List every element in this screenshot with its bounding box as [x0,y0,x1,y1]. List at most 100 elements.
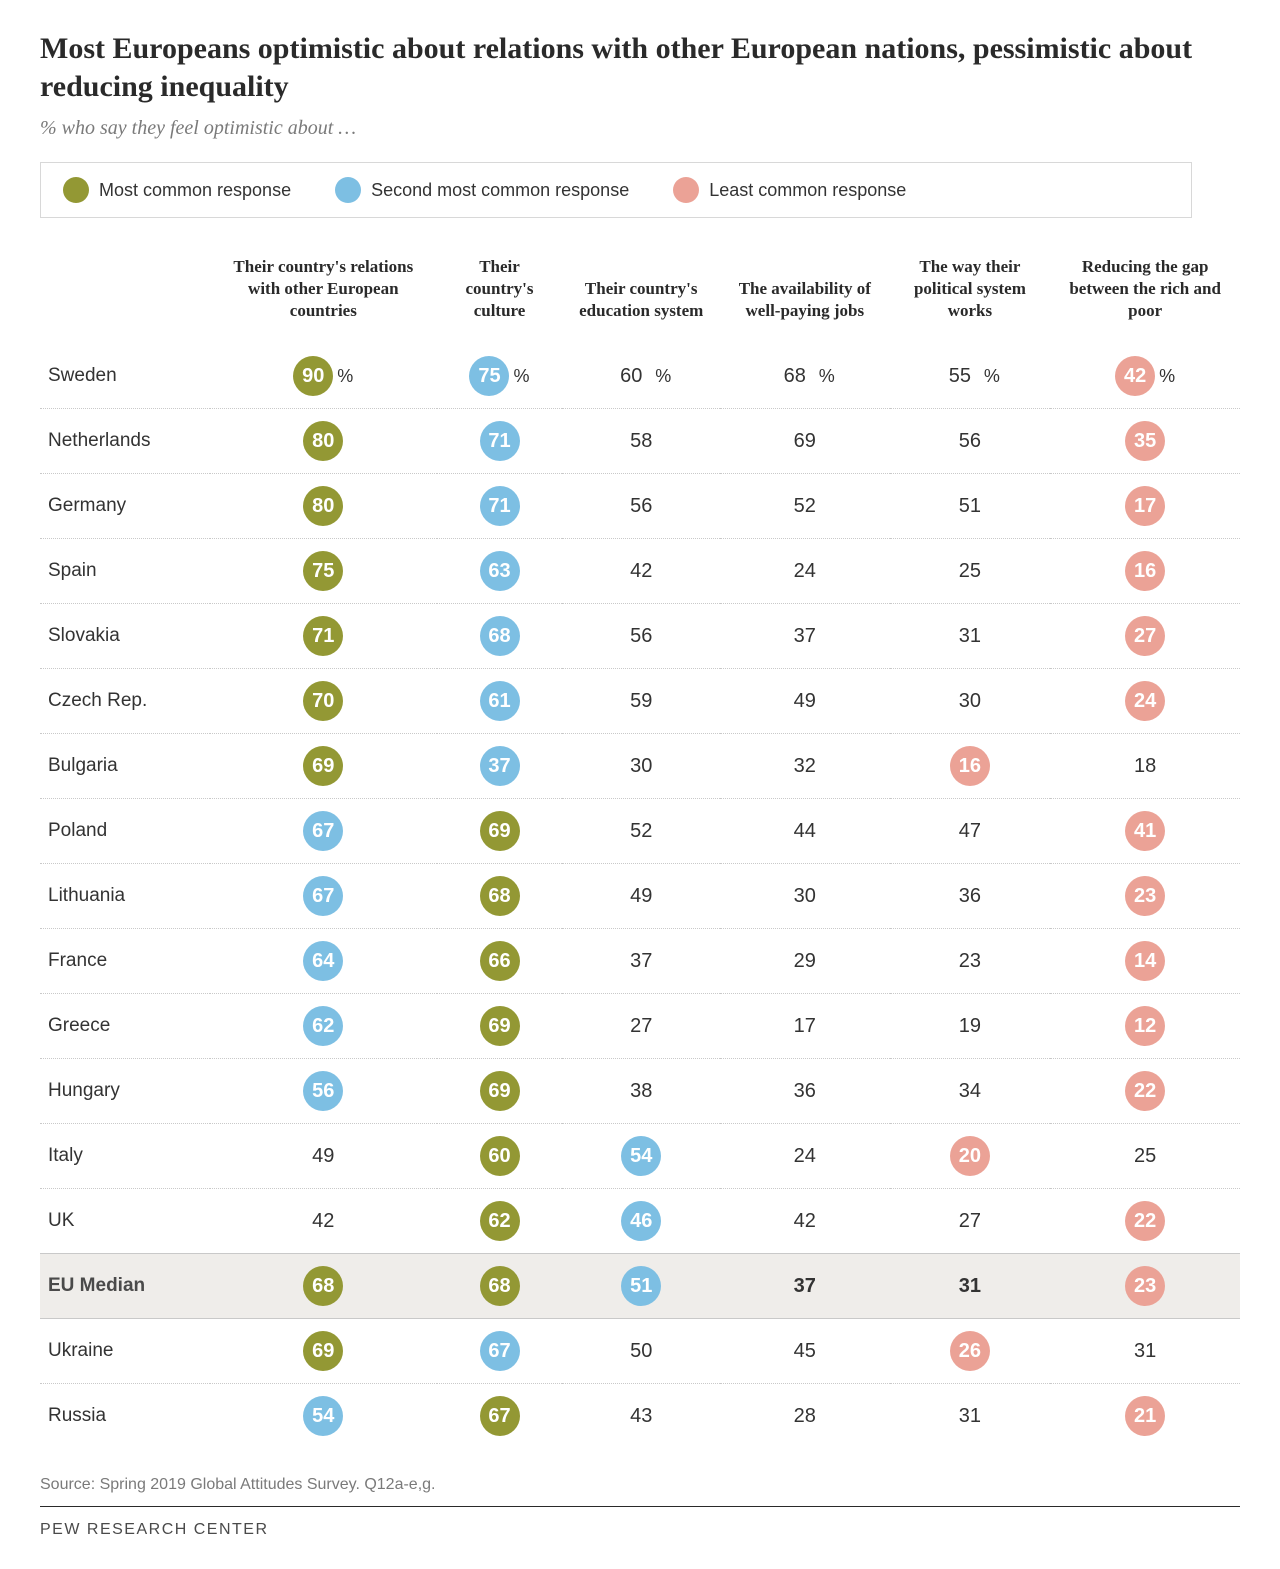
data-cell: 31 [1050,1319,1240,1384]
row-label: Greece [40,994,210,1059]
value-least: 16 [1125,551,1165,591]
value-plain: 42 [621,551,661,591]
data-cell: 47 [890,799,1051,864]
chart-title: Most Europeans optimistic about relation… [40,30,1240,105]
data-cell: 71 [437,474,563,539]
row-label: Spain [40,539,210,604]
data-cell: 56 [210,1059,437,1124]
value-plain: 59 [621,681,661,721]
data-cell: 63 [437,539,563,604]
table-row: Slovakia716856373127 [40,604,1240,669]
table-row: Poland676952444741 [40,799,1240,864]
value-least: 41 [1125,811,1165,851]
row-label: Hungary [40,1059,210,1124]
value-plain: 32 [785,746,825,786]
data-cell: 31 [890,1384,1051,1449]
value-second: 56 [303,1071,343,1111]
footer-rule [40,1506,1240,1507]
table-header-row: Their country's relations with other Eur… [40,250,1240,344]
data-cell: 21 [1050,1384,1240,1449]
data-cell: 49 [720,669,890,734]
column-header: Reducing the gap between the rich and po… [1050,250,1240,344]
value-plain: 31 [950,1266,990,1306]
value-most: 68 [480,876,520,916]
data-cell: 37 [562,929,720,994]
data-cell: 51 [562,1254,720,1319]
data-cell: 29 [720,929,890,994]
data-cell: 56 [562,474,720,539]
value-least: 22 [1125,1071,1165,1111]
data-cell: 67 [437,1319,563,1384]
value-most: 69 [480,1006,520,1046]
legend-item: Most common response [63,177,291,203]
value-plain: 47 [950,811,990,851]
data-cell: 22 [1050,1189,1240,1254]
data-cell: 17 [1050,474,1240,539]
data-cell: 28 [720,1384,890,1449]
value-least: 23 [1125,876,1165,916]
value-plain: 30 [950,681,990,721]
data-cell: 71 [437,409,563,474]
row-label: UK [40,1189,210,1254]
value-plain: 42 [303,1201,343,1241]
table-row: Italy496054242025 [40,1124,1240,1189]
value-most: 75 [303,551,343,591]
row-label: Italy [40,1124,210,1189]
value-plain: 52 [785,486,825,526]
table-row: Sweden90%75%60%68%55%42% [40,344,1240,409]
value-plain: 37 [785,616,825,656]
value-plain: 37 [621,941,661,981]
data-cell: 42% [1050,344,1240,409]
value-plain: 24 [785,551,825,591]
value-second: 61 [480,681,520,721]
value-plain: 31 [950,1396,990,1436]
value-plain: 55 [940,356,980,396]
data-cell: 16 [890,734,1051,799]
value-most: 80 [303,421,343,461]
value-second: 63 [480,551,520,591]
data-cell: 69 [437,994,563,1059]
data-cell: 80 [210,409,437,474]
value-second: 54 [303,1396,343,1436]
data-cell: 37 [720,604,890,669]
data-cell: 30 [562,734,720,799]
value-plain: 23 [950,941,990,981]
value-second: 37 [480,746,520,786]
row-label: Czech Rep. [40,669,210,734]
value-most: 71 [303,616,343,656]
data-cell: 64 [210,929,437,994]
data-cell: 32 [720,734,890,799]
legend-label: Most common response [99,180,291,201]
row-label: Netherlands [40,409,210,474]
table-row: Hungary566938363422 [40,1059,1240,1124]
column-header: Their country's education system [562,250,720,344]
legend-item: Least common response [673,177,906,203]
percent-suffix: % [984,366,1000,386]
data-cell: 45 [720,1319,890,1384]
value-plain: 37 [785,1266,825,1306]
value-least: 12 [1125,1006,1165,1046]
data-cell: 66 [437,929,563,994]
value-most: 69 [303,1331,343,1371]
data-cell: 27 [562,994,720,1059]
data-cell: 41 [1050,799,1240,864]
value-least: 27 [1125,616,1165,656]
data-cell: 42 [562,539,720,604]
value-plain: 60 [611,356,651,396]
data-cell: 24 [720,1124,890,1189]
data-cell: 12 [1050,994,1240,1059]
percent-suffix: % [819,366,835,386]
table-row: Ukraine696750452631 [40,1319,1240,1384]
data-cell: 75 [210,539,437,604]
data-cell: 69 [437,799,563,864]
value-plain: 27 [621,1006,661,1046]
data-cell: 14 [1050,929,1240,994]
data-cell: 51 [890,474,1051,539]
data-cell: 68 [437,604,563,669]
data-cell: 18 [1050,734,1240,799]
data-cell: 16 [1050,539,1240,604]
percent-suffix: % [337,366,353,386]
table-body: Sweden90%75%60%68%55%42%Netherlands80715… [40,344,1240,1448]
data-cell: 67 [210,799,437,864]
data-cell: 52 [562,799,720,864]
